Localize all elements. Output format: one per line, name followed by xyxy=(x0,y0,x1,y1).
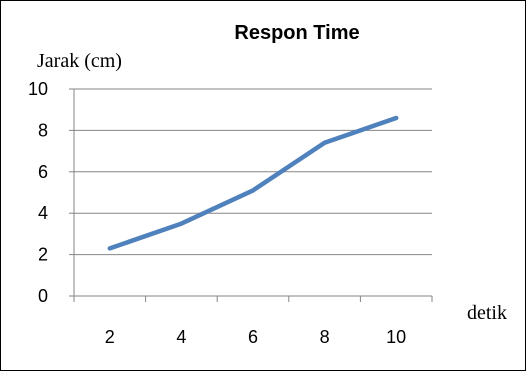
x-tick-label: 8 xyxy=(320,327,330,347)
y-tick-label: 2 xyxy=(38,245,48,265)
axes xyxy=(69,89,432,302)
x-tick-label: 2 xyxy=(105,327,115,347)
x-axis-label: detik xyxy=(467,302,507,324)
y-tick-label: 8 xyxy=(38,120,48,140)
y-tick-label: 6 xyxy=(38,162,48,182)
y-tick-label: 4 xyxy=(38,203,48,223)
series-group xyxy=(110,118,397,249)
y-tick-label: 10 xyxy=(28,79,48,99)
series-line xyxy=(110,118,396,248)
y-tick-label: 0 xyxy=(38,286,48,306)
y-tick-labels: 0 2 4 6 8 10 xyxy=(28,79,48,306)
x-tick-label: 6 xyxy=(248,327,258,347)
gridlines xyxy=(74,89,432,255)
y-axis-label: Jarak (cm) xyxy=(37,50,122,72)
chart-title: Respon Time xyxy=(234,22,359,44)
x-tick-label: 4 xyxy=(176,327,186,347)
x-tick-labels: 2 4 6 8 10 xyxy=(105,327,406,347)
x-tick-label: 10 xyxy=(386,327,406,347)
